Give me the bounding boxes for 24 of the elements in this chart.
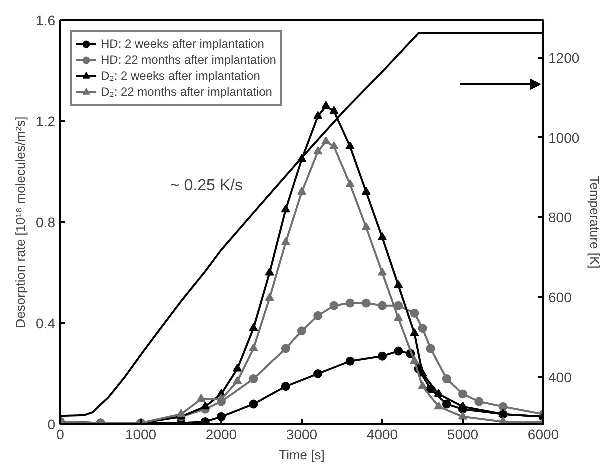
x-tick-label: 2000: [206, 426, 238, 442]
y-axis-title: Desorption rate [10¹⁸ molecules/m²s]: [13, 116, 28, 328]
legend-label: HD: 2 weeks after implantation: [101, 36, 264, 52]
y2-tick-label: 800: [548, 210, 572, 226]
y2-tick-label: 400: [548, 369, 572, 386]
legend-label: HD: 22 months after implantation: [101, 52, 276, 68]
y-tick-label: 1.2: [36, 114, 56, 130]
y2-tick-label: 1200: [548, 50, 580, 66]
y-tick-label: 0: [48, 416, 56, 432]
legend-label: D₂: 2 weeks after implantation: [101, 68, 260, 84]
y2-axis-title: Temperature [K]: [588, 176, 603, 269]
x-tick-label: 1000: [125, 426, 157, 442]
y-tick-label: 0.8: [36, 214, 56, 230]
x-tick-label: 6000: [528, 426, 560, 442]
x-tick-label: 4000: [366, 426, 398, 442]
annotation: ~ 0.25 K/s: [170, 178, 243, 194]
y-tick-label: 1.6: [36, 12, 56, 28]
y2-tick-label: 1000: [548, 130, 580, 146]
x-axis-title: Time [s]: [279, 448, 325, 462]
y2-tick-label: 600: [548, 290, 572, 306]
y-tick-label: 0.4: [36, 316, 56, 332]
x-tick-label: 5000: [447, 426, 479, 442]
legend-label: D₂: 22 months after implantation: [101, 84, 272, 100]
x-tick-label: 3000: [286, 426, 318, 442]
